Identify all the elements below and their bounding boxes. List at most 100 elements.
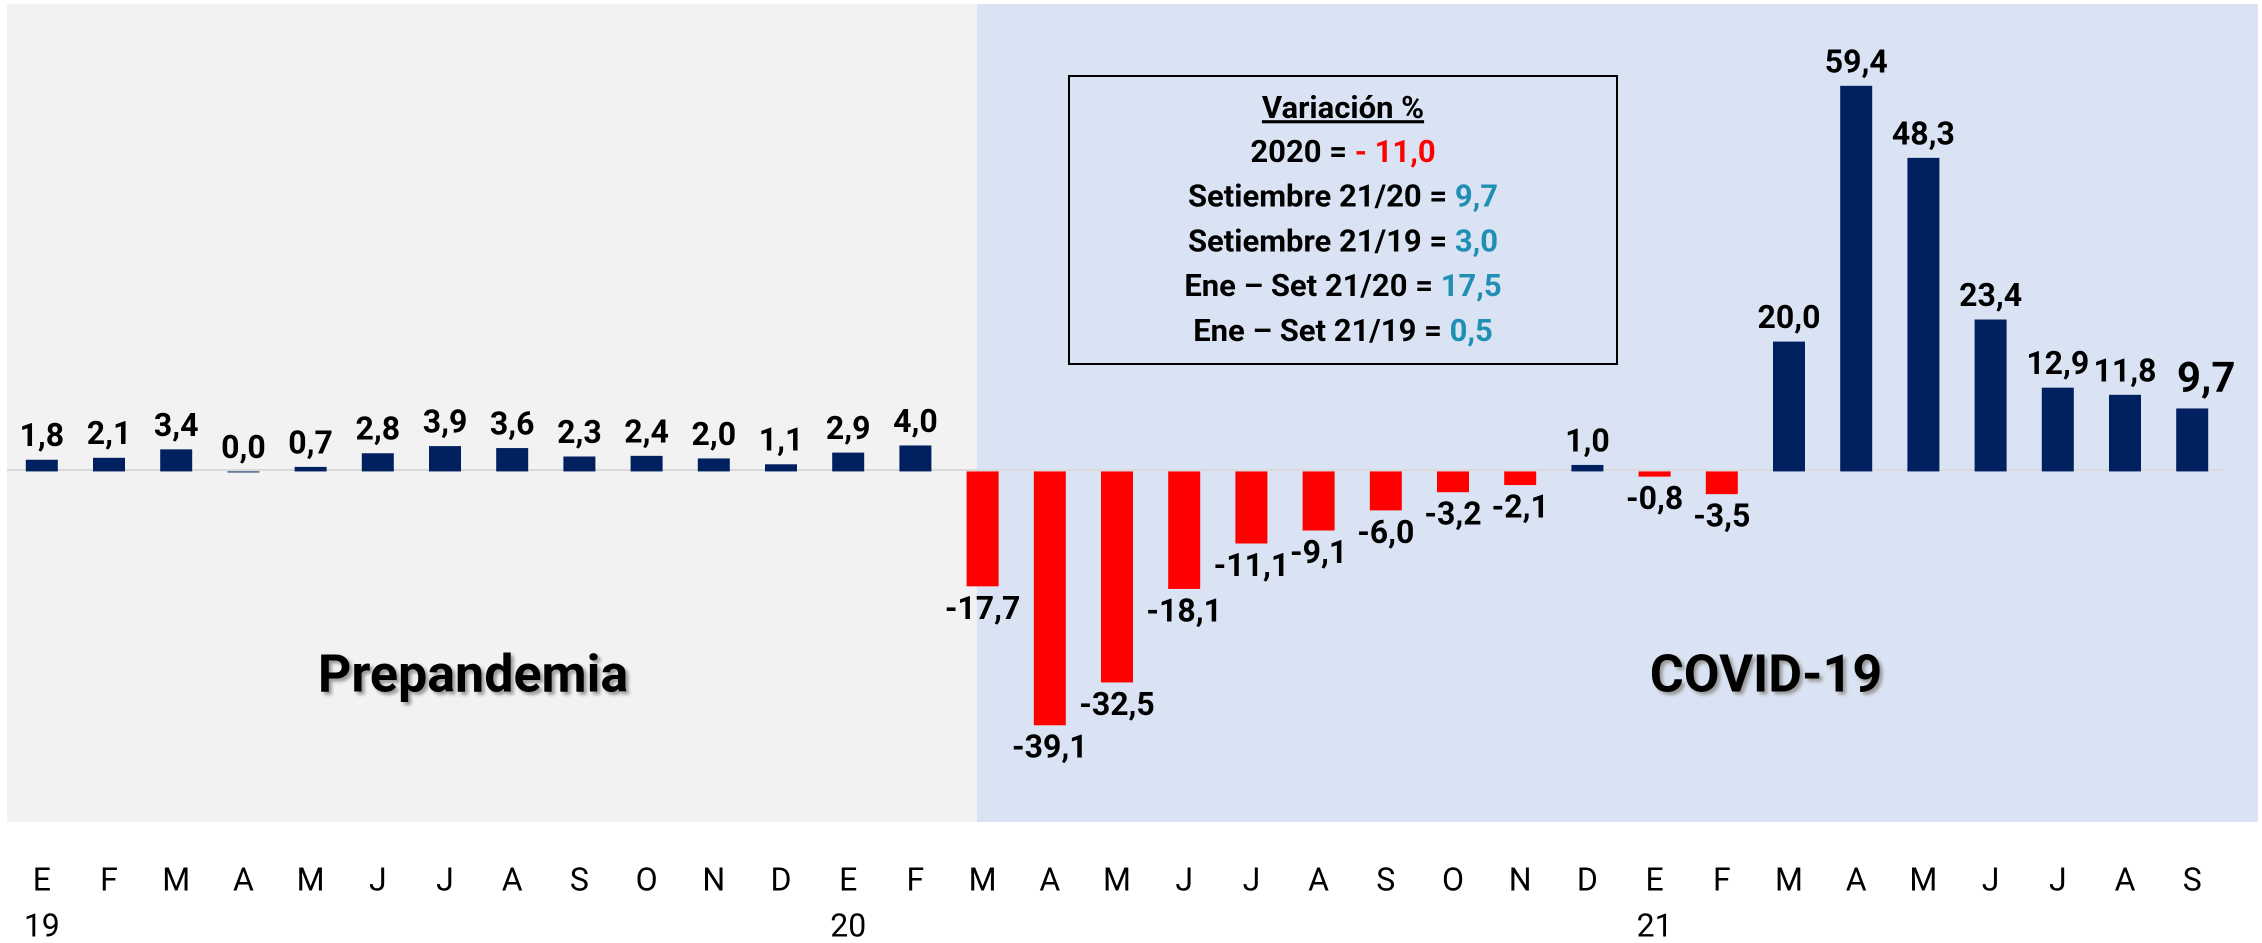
x-tick-label: M [969,860,997,898]
x-tick-label: N [702,860,725,898]
year-label: 21 [1637,906,1673,943]
box-line-value: 0,5 [1450,312,1493,349]
x-tick-label: M [1103,860,1131,898]
x-tick-label: D [1577,860,1598,898]
value-label: 2,1 [87,414,132,452]
value-label: 11,8 [2094,351,2157,389]
x-tick-label: A [1308,860,1329,898]
value-label: -18,1 [1146,591,1222,629]
bar [966,471,999,587]
x-tick-label: M [1909,860,1937,898]
value-label: 2,3 [557,413,602,451]
box-title: Variación % [1262,89,1424,126]
x-tick-label: A [233,860,254,898]
value-label: -9,1 [1290,533,1347,571]
value-label: -11,1 [1214,546,1290,584]
box-line-label: Setiembre 21/19 = [1188,223,1455,260]
x-tick-label: J [1175,860,1193,898]
x-tick-label: E [33,860,51,898]
bar [496,448,529,472]
x-tick-label: E [839,860,857,898]
x-tick-label: J [436,860,454,898]
value-label: -2,1 [1492,488,1549,526]
x-tick-label: O [1442,860,1464,898]
prepandemic-background [7,4,977,822]
x-tick-label: A [502,860,523,898]
bar [1033,471,1066,726]
value-label: 0,0 [221,428,266,466]
x-tick-label: A [1039,860,1060,898]
value-label: 48,3 [1892,114,1955,152]
bar [25,459,58,472]
value-label: 3,9 [423,403,468,441]
region-label: COVID-19 [1650,644,1882,705]
value-label: 1,1 [759,421,804,459]
x-tick-label: A [2115,860,2136,898]
x-tick-label: M [297,860,325,898]
x-tick-label: N [1509,860,1532,898]
summary-box [1068,75,1618,365]
x-tick-label: F [1713,860,1731,898]
x-tick-label: F [907,860,925,898]
x-tick-label: M [162,860,190,898]
bar [1974,319,2007,472]
box-line-label: Setiembre 21/20 = [1188,178,1455,215]
value-label: 2,9 [826,409,871,447]
bar [765,464,797,472]
value-label: -3,2 [1424,495,1481,533]
bar [1437,471,1469,493]
year-label: 20 [830,906,866,943]
box-line-label: Ene – Set 21/19 = [1193,312,1449,349]
year-label: 19 [24,906,60,943]
value-label: 2,4 [624,412,669,450]
box-line-value: 17,5 [1441,267,1502,304]
x-tick-label: J [2049,860,2067,898]
bar [361,453,394,472]
x-tick-label: J [1982,860,2000,898]
box-line: Setiembre 21/19 = 3,0 [1188,223,1498,260]
value-label: 59,4 [1825,42,1888,80]
bar [294,466,327,472]
bar [1638,471,1671,477]
bar [2041,387,2074,472]
x-tick-label: M [1775,860,1803,898]
bar [429,446,461,472]
x-tick-label: J [369,860,387,898]
value-label: -0,8 [1626,479,1683,517]
box-line: Ene – Set 21/19 = 0,5 [1193,312,1493,349]
box-line: Setiembre 21/20 = 9,7 [1188,178,1498,215]
value-label: 3,6 [490,405,535,443]
box-line-label: Ene – Set 21/20 = [1184,267,1440,304]
bar [1302,471,1335,531]
value-label: 4,0 [893,402,938,440]
bar [1504,471,1537,486]
x-tick-label: E [1646,860,1664,898]
box-line-label: 2020 = [1250,133,1354,170]
value-label: 2,0 [692,415,737,453]
bar [1773,341,1805,472]
bar [899,445,932,472]
value-label: 1,0 [1565,421,1610,459]
bar [2109,394,2141,472]
value-label: -17,7 [945,589,1021,627]
bar [93,457,125,472]
bar [1705,471,1738,495]
bar [1907,157,1940,472]
bar [2176,408,2209,472]
bar [1235,471,1268,544]
value-label: 9,7 [2177,354,2236,403]
value-label: 0,7 [288,423,333,461]
value-label: 3,4 [154,406,199,444]
box-line-value: 9,7 [1455,178,1498,215]
bar [1571,464,1604,472]
bar [630,455,663,472]
bar [563,456,596,472]
x-tick-label: J [1243,860,1261,898]
value-label: 23,4 [1959,276,2022,314]
value-label: 20,0 [1758,298,1821,336]
box-line-value: 3,0 [1455,223,1498,260]
bar [160,449,193,472]
value-label: -6,0 [1357,513,1414,551]
value-label: -3,5 [1693,497,1750,535]
